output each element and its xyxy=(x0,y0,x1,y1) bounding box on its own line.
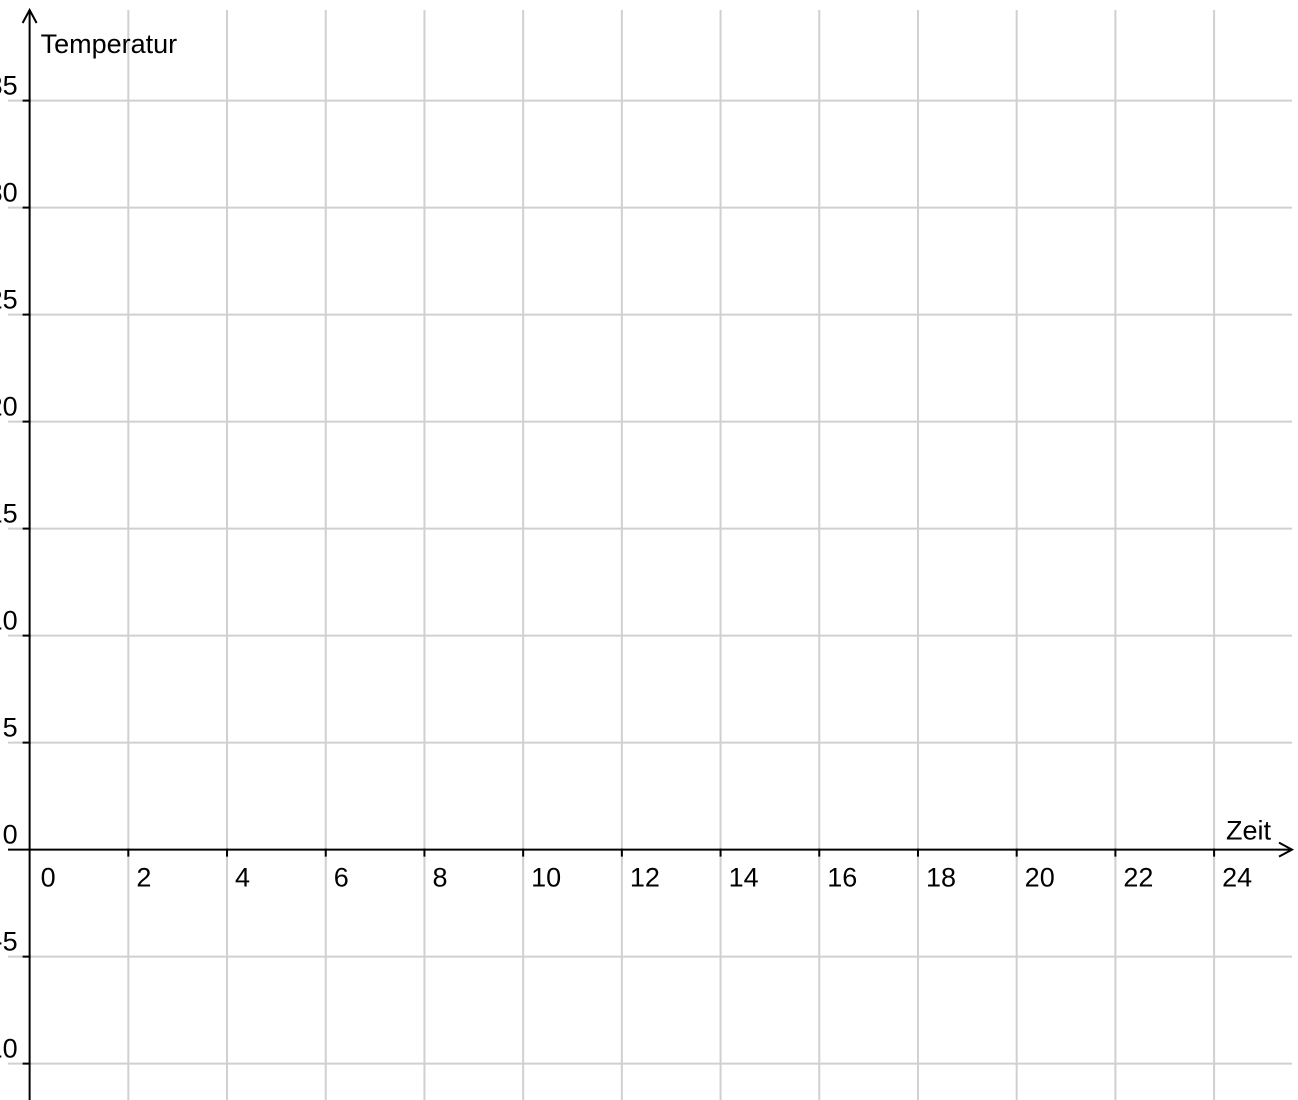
y-tick-label--10: -10 xyxy=(0,1034,18,1064)
x-tick-label-4: 4 xyxy=(235,863,250,893)
y-tick-label-35: 35 xyxy=(0,71,18,101)
x-tick-label-8: 8 xyxy=(432,863,447,893)
x-tick-label-18: 18 xyxy=(926,863,956,893)
x-tick-label-6: 6 xyxy=(334,863,349,893)
x-tick-label-22: 22 xyxy=(1123,863,1153,893)
y-tick-label-25: 25 xyxy=(0,285,18,315)
x-axis-label: Zeit xyxy=(1226,816,1272,846)
y-tick-label-0: 0 xyxy=(3,820,18,850)
horizontal-gridlines xyxy=(8,101,1292,1064)
y-tick-label--5: -5 xyxy=(0,927,18,957)
y-tick-label-30: 30 xyxy=(0,178,18,208)
x-tick-label-2: 2 xyxy=(136,863,151,893)
x-tick-label-14: 14 xyxy=(729,863,759,893)
x-axis-ticks: 0 2 4 6 8 10 12 14 16 18 20 22 24 xyxy=(41,849,1253,893)
y-tick-label-15: 15 xyxy=(0,499,18,529)
x-tick-label-20: 20 xyxy=(1025,863,1055,893)
x-tick-label-16: 16 xyxy=(827,863,857,893)
y-axis-ticks: -10 -5 0 5 10 15 20 25 30 35 xyxy=(0,71,31,1064)
y-tick-label-20: 20 xyxy=(0,392,18,422)
y-axis-label: Temperatur xyxy=(41,29,178,59)
y-tick-label-5: 5 xyxy=(3,713,18,743)
x-tick-label-12: 12 xyxy=(630,863,660,893)
x-tick-label-10: 10 xyxy=(531,863,561,893)
vertical-gridlines xyxy=(128,10,1214,1100)
y-tick-label-10: 10 xyxy=(0,606,18,636)
x-tick-label-0: 0 xyxy=(41,863,56,893)
x-tick-label-24: 24 xyxy=(1222,863,1252,893)
axes xyxy=(8,10,1292,1100)
